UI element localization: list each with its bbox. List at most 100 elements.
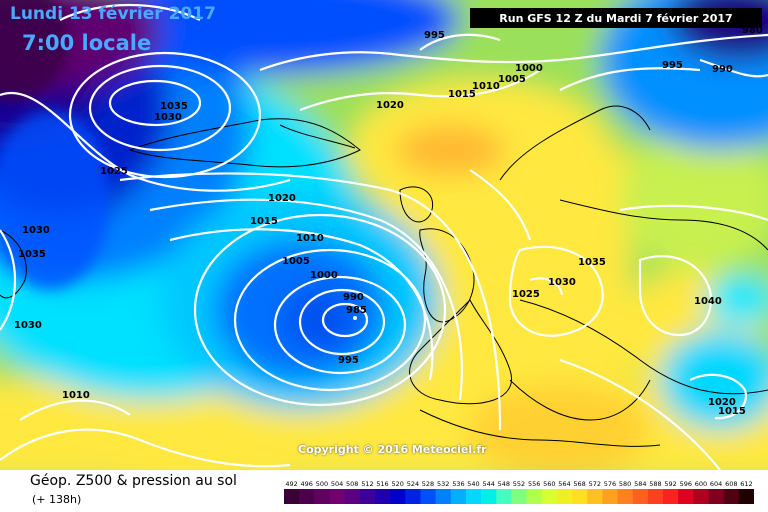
scale-swatch bbox=[450, 489, 467, 504]
color-scale-legend: 492 496 500 504 508 512 516 520 524 528 532 536 540 5… bbox=[284, 480, 754, 504]
pressure-label: 1025 bbox=[100, 166, 128, 177]
scale-swatch bbox=[663, 489, 679, 504]
pressure-label: 1010 bbox=[62, 390, 90, 401]
scale-tick-label: 604 bbox=[710, 480, 722, 488]
copyright-notice: Copyright © 2016 Meteociel.fr bbox=[298, 443, 487, 456]
forecast-time: 7:00 locale bbox=[22, 31, 152, 55]
scale-tick-label: 500 bbox=[316, 480, 328, 488]
scale-swatch bbox=[632, 489, 649, 504]
scale-tick-label: 600 bbox=[695, 480, 707, 488]
pressure-label: 1035 bbox=[578, 257, 606, 268]
scale-tick-label: 552 bbox=[513, 480, 525, 488]
scale-swatch bbox=[617, 489, 633, 504]
scale-tick-label: 588 bbox=[649, 480, 661, 488]
scale-swatch bbox=[284, 489, 300, 504]
isobars bbox=[0, 3, 768, 470]
scale-swatch bbox=[314, 489, 330, 504]
scale-tick-label: 576 bbox=[604, 480, 616, 488]
pressure-label: 1010 bbox=[296, 233, 324, 244]
scale-swatch bbox=[708, 489, 724, 504]
scale-swatch bbox=[390, 489, 406, 504]
scale-tick-label: 564 bbox=[558, 480, 570, 488]
pressure-label: 980 bbox=[742, 25, 763, 36]
scale-tick-label: 544 bbox=[482, 480, 494, 488]
scale-tick-label: 560 bbox=[543, 480, 555, 488]
scale-swatch bbox=[693, 489, 709, 504]
map-product-title: Géop. Z500 & pression au sol bbox=[30, 473, 237, 489]
pressure-label: 1020 bbox=[376, 100, 404, 111]
pressure-label: 995 bbox=[338, 355, 359, 366]
scale-swatch bbox=[375, 489, 391, 504]
geopotential-field bbox=[0, 0, 768, 470]
scale-tick-label: 532 bbox=[437, 480, 449, 488]
scale-tick-label: 528 bbox=[422, 480, 434, 488]
scale-swatch bbox=[526, 489, 543, 504]
pressure-label: 1020 bbox=[268, 193, 296, 204]
scale-swatch bbox=[465, 489, 482, 504]
pressure-label: 1030 bbox=[22, 225, 50, 236]
pressure-labels: 995 1000 1005 1010 1015 1020 1035 1030 1… bbox=[14, 25, 763, 417]
model-run-banner: Run GFS 12 Z du Mardi 7 février 2017 bbox=[470, 8, 762, 28]
scale-tick-label: 496 bbox=[300, 480, 312, 488]
scale-tick-label: 508 bbox=[346, 480, 358, 488]
pressure-label: 1005 bbox=[498, 74, 526, 85]
scale-tick-label: 556 bbox=[528, 480, 540, 488]
scale-swatch bbox=[435, 489, 452, 504]
pressure-label: 1025 bbox=[512, 289, 540, 300]
pressure-label: 1035 bbox=[160, 101, 188, 112]
pressure-label: 995 bbox=[662, 60, 683, 71]
scale-tick-label: 596 bbox=[680, 480, 692, 488]
scale-swatch bbox=[420, 489, 436, 504]
pressure-label: 1030 bbox=[154, 112, 182, 123]
scale-swatch bbox=[496, 489, 512, 504]
pressure-label: 1010 bbox=[472, 81, 500, 92]
pressure-label: 1030 bbox=[548, 277, 576, 288]
coastlines bbox=[0, 105, 768, 447]
pressure-label: 990 bbox=[712, 64, 733, 75]
scale-tick-label: 584 bbox=[634, 480, 646, 488]
forecast-date: Lundi 13 février 2017 bbox=[10, 4, 216, 24]
scale-swatch bbox=[723, 489, 740, 504]
model-run-label: Run GFS 12 Z du Mardi 7 février 2017 bbox=[499, 11, 733, 25]
pressure-label: 1000 bbox=[515, 63, 543, 74]
scale-swatch bbox=[738, 489, 754, 504]
scale-swatch bbox=[511, 489, 527, 504]
scale-tick-label: 580 bbox=[619, 480, 631, 488]
scale-swatch bbox=[344, 489, 361, 504]
pressure-label: 1035 bbox=[18, 249, 46, 260]
scale-tick-label: 524 bbox=[407, 480, 419, 488]
scale-swatch bbox=[647, 489, 664, 504]
scale-tick-label: 520 bbox=[391, 480, 403, 488]
pressure-label: 1020 bbox=[708, 397, 736, 408]
pressure-label: 985 bbox=[346, 305, 367, 316]
pressure-label: 995 bbox=[424, 30, 445, 41]
pressure-label: 990 bbox=[343, 292, 364, 303]
scale-tick-label: 592 bbox=[664, 480, 676, 488]
scale-tick-label: 568 bbox=[573, 480, 585, 488]
scale-tick-label: 548 bbox=[498, 480, 510, 488]
pressure-label: 1005 bbox=[282, 256, 310, 267]
pressure-label: 1000 bbox=[310, 270, 338, 281]
scale-tick-label: 504 bbox=[331, 480, 343, 488]
pressure-label: 1015 bbox=[718, 406, 746, 417]
scale-tick-label: 536 bbox=[452, 480, 464, 488]
pressure-label: 1015 bbox=[448, 89, 476, 100]
pressure-label: 1030 bbox=[14, 320, 42, 331]
scale-swatch bbox=[678, 489, 694, 504]
low-center-markers bbox=[353, 316, 357, 320]
scale-swatch bbox=[299, 489, 315, 504]
forecast-lead-time: (+ 138h) bbox=[32, 493, 82, 506]
scale-tick-label: 492 bbox=[285, 480, 297, 488]
pressure-label: 1015 bbox=[250, 216, 278, 227]
pressure-label: 1040 bbox=[694, 296, 722, 307]
scale-tick-label: 612 bbox=[740, 480, 752, 488]
scale-tick-label: 572 bbox=[589, 480, 601, 488]
scale-swatch bbox=[587, 489, 603, 504]
scale-swatch bbox=[556, 489, 573, 504]
scale-swatch bbox=[329, 489, 345, 504]
scale-tick-label: 512 bbox=[361, 480, 373, 488]
scale-swatch bbox=[602, 489, 618, 504]
scale-swatch bbox=[541, 489, 558, 504]
scale-tick-label: 540 bbox=[467, 480, 479, 488]
